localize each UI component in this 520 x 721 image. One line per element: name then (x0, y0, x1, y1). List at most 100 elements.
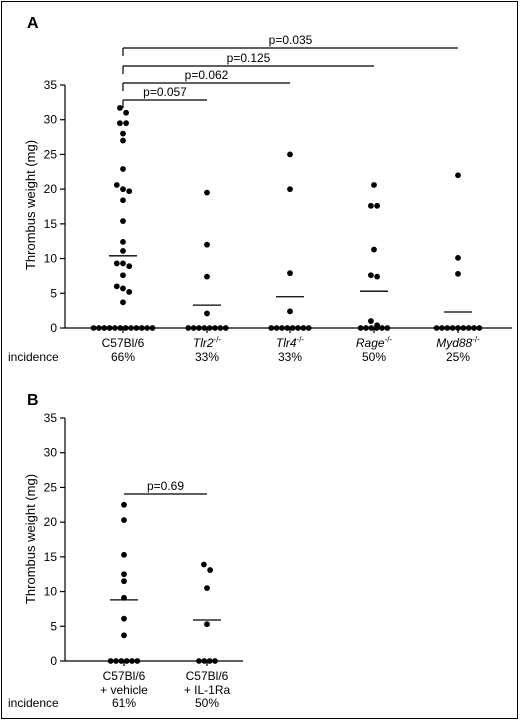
panel-a-data-point (126, 188, 133, 195)
panel-a-data-point (204, 273, 210, 280)
panel-a-comparison-p-value: p=0.062 (185, 68, 229, 82)
panel-b-y-tick-label: 10 (44, 585, 58, 599)
panel-a-data-point (133, 325, 140, 331)
panel-b-data-point (121, 571, 127, 578)
panel-a-incidence-value: 66% (111, 350, 135, 364)
panel-a-data-point (149, 325, 156, 331)
panel-b-data-point (121, 501, 127, 508)
panel-a-data-point (120, 299, 126, 306)
panel-a-data-point (126, 263, 133, 270)
panel-a-data-point (287, 186, 293, 193)
panel-a-data-point (460, 325, 467, 331)
panel-a-data-point (433, 325, 440, 331)
panel-a-data-point (289, 325, 296, 331)
panel-a-data-point (295, 325, 301, 331)
panel-a-incidence-value: 33% (278, 350, 302, 364)
panel-a-incidence-label: incidence (8, 350, 59, 364)
panel-a: A Thrombus weight (mg) incidence 0 5 10 15 2… (8, 15, 512, 364)
panel-b-y-tick-label: 5 (50, 619, 57, 633)
panel-a-data-point (120, 218, 126, 224)
panel-a-data-point (90, 325, 97, 331)
panel-a-data-point (106, 325, 113, 331)
panel-b-label: B (27, 392, 39, 409)
panel-a-data-point (123, 109, 129, 116)
panel-a-y-tick-label: 0 (50, 321, 57, 335)
panel-a-data-point (128, 325, 134, 331)
panel-b-data-point (204, 621, 210, 628)
panel-a-data-point (371, 246, 377, 253)
panel-b-data-point (134, 658, 141, 664)
panel-b-data-point (121, 551, 127, 558)
panel-a-data-point (120, 285, 126, 292)
panel-a-data-point (465, 325, 472, 331)
panel-b-y-tick-label: 20 (44, 515, 58, 529)
panel-a-data-point (300, 325, 307, 331)
panel-a-data-point (368, 318, 374, 324)
panel-a-incidence-value: 33% (195, 350, 219, 364)
panel-b-data-point (107, 658, 114, 664)
panel-b-data-point (201, 561, 207, 568)
panel-a-incidence-value: 50% (362, 350, 386, 364)
panel-a-comparison-p-value: p=0.125 (227, 51, 271, 65)
panel-b-data-point (121, 517, 127, 523)
panel-a-data-point (455, 254, 461, 261)
panel-a-data-point (273, 325, 280, 331)
panel-b-data-point (121, 632, 127, 639)
panel-b-incidence-value: 61% (112, 696, 136, 710)
panel-a-data-point (120, 130, 126, 137)
panel-a-data-point (122, 325, 129, 331)
panel-b-y-tick-label: 30 (44, 446, 58, 460)
panel-a-comparison-p-value: p=0.035 (269, 33, 313, 47)
panel-a-data-point (374, 202, 380, 209)
panel-a-data-point (363, 325, 369, 331)
panel-a-data-point (96, 325, 102, 331)
panel-a-data-point (212, 325, 218, 331)
panel-b-y-tick-label: 25 (44, 480, 58, 494)
panel-b-data-point (204, 585, 210, 591)
panel-a-data-point (120, 239, 126, 245)
panel-a-data-point (120, 137, 126, 144)
panel-a-data-point (368, 325, 375, 331)
panel-a-data-point (305, 325, 312, 331)
panel-a-data-point (204, 189, 210, 196)
panel-a-data-point (204, 310, 210, 317)
panel-b-y-axis-label: Thrombus weight (mg) (23, 474, 38, 604)
panel-b-data-point (123, 658, 130, 664)
panel-b-data-point (196, 658, 202, 664)
panel-a-y-tick-label: 10 (44, 252, 58, 266)
panel-b-data-point (206, 658, 213, 664)
panel-a-data-point (476, 325, 483, 331)
panel-a-data-point (368, 202, 374, 209)
panel-a-data-point (117, 105, 123, 111)
panel-a-data-point (449, 325, 456, 331)
panel-b-data-point (121, 578, 127, 585)
panel-a-data-point (190, 325, 197, 331)
panel-a-data-point (357, 325, 364, 331)
panel-b-category-label-line2: + IL-1Ra (184, 683, 231, 697)
panel-a-y-tick-label: 30 (44, 113, 58, 127)
panel-b-data-point (129, 658, 135, 664)
panel-a-data-point (444, 325, 451, 331)
panel-a-data-point (120, 197, 126, 204)
panel-b-y-tick-label: 35 (44, 411, 58, 425)
panel-a-category-label: C57Bl/6 (102, 336, 145, 350)
panel-a-data-point (371, 182, 377, 188)
panel-b-incidence-label: incidence (8, 696, 59, 710)
panel-a-data-point (206, 325, 213, 331)
panel-a-data-point (120, 260, 126, 267)
panel-a-data-point (123, 120, 129, 127)
panel-a-data-point (144, 325, 150, 331)
panel-a-data-point (120, 248, 126, 254)
panel-a-category-label: Tlr2-/- (193, 335, 222, 350)
panel-b-data-point (113, 658, 119, 664)
panel-a-data-point (204, 241, 210, 248)
panel-a-data-point (138, 325, 145, 331)
panel-a-data-point (455, 172, 461, 179)
panel-b: B Thrombus weight (mg) incidence 0 5 10 15 2… (8, 392, 243, 710)
panel-a-data-point (112, 325, 118, 331)
panel-b-data-point (118, 658, 125, 664)
panel-a-y-tick-label: 35 (44, 78, 58, 92)
panel-a-data-point (120, 272, 126, 279)
panel-a-data-point (196, 325, 202, 331)
